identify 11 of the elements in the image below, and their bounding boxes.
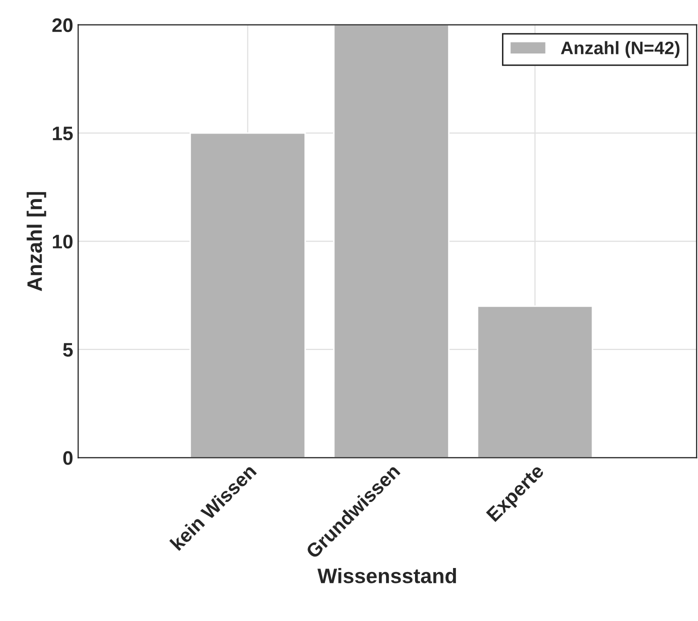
y-tick-label: 10 xyxy=(52,234,73,248)
y-axis-title: Anzahl [n] xyxy=(26,192,46,292)
y-tick-label: 20 xyxy=(52,18,73,32)
y-tick-label: 15 xyxy=(52,126,73,140)
bar xyxy=(190,132,306,458)
bar xyxy=(333,24,450,458)
x-axis-title: Wissensstand xyxy=(317,568,456,584)
bar xyxy=(476,305,594,458)
legend-label: Anzahl (N=42) xyxy=(560,41,680,58)
y-tick-label: 5 xyxy=(63,343,73,357)
y-tick-label: 0 xyxy=(63,451,73,465)
